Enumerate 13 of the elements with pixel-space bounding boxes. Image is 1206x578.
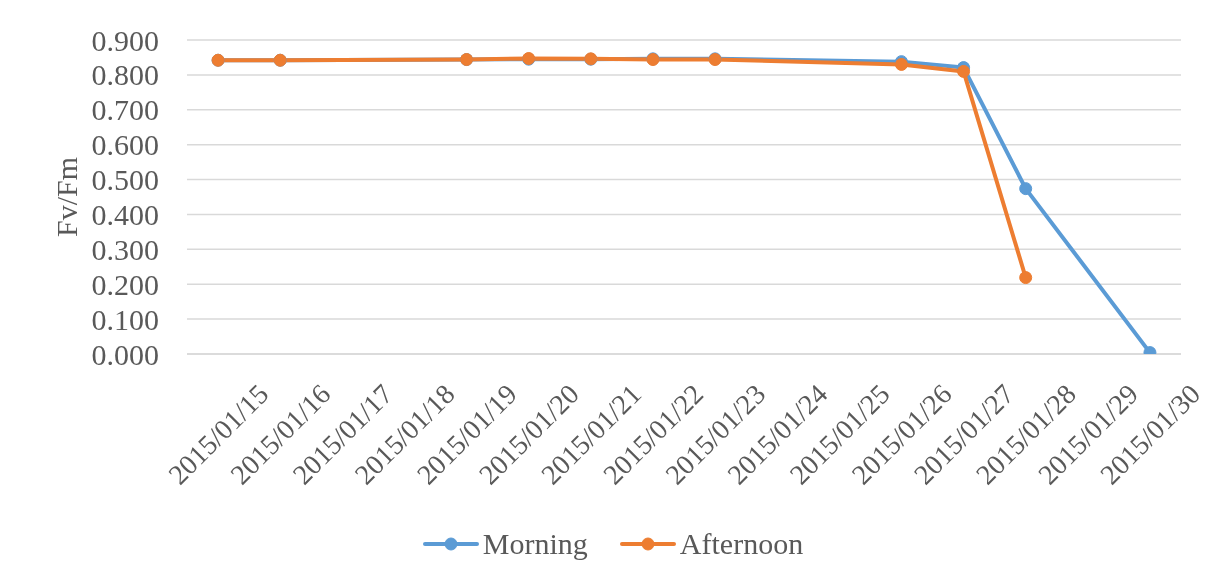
- y-tick-label: 0.000: [91, 337, 159, 371]
- y-tick-label: 0.700: [91, 93, 159, 127]
- y-tick-label: 0.300: [91, 232, 159, 266]
- y-tick-label: 0.100: [91, 302, 159, 336]
- y-tick-label: 0.200: [91, 267, 159, 301]
- y-tick-label: 0.500: [91, 163, 159, 197]
- y-tick-label: 0.900: [91, 23, 159, 57]
- y-axis-title: Fv/Fm: [49, 156, 83, 238]
- y-tick-label: 0.600: [91, 128, 159, 162]
- legend-label: Afternoon: [679, 527, 804, 560]
- y-tick-label: 0.800: [91, 58, 159, 92]
- y-tick-label: 0.400: [91, 197, 159, 231]
- legend-label: Morning: [482, 527, 588, 560]
